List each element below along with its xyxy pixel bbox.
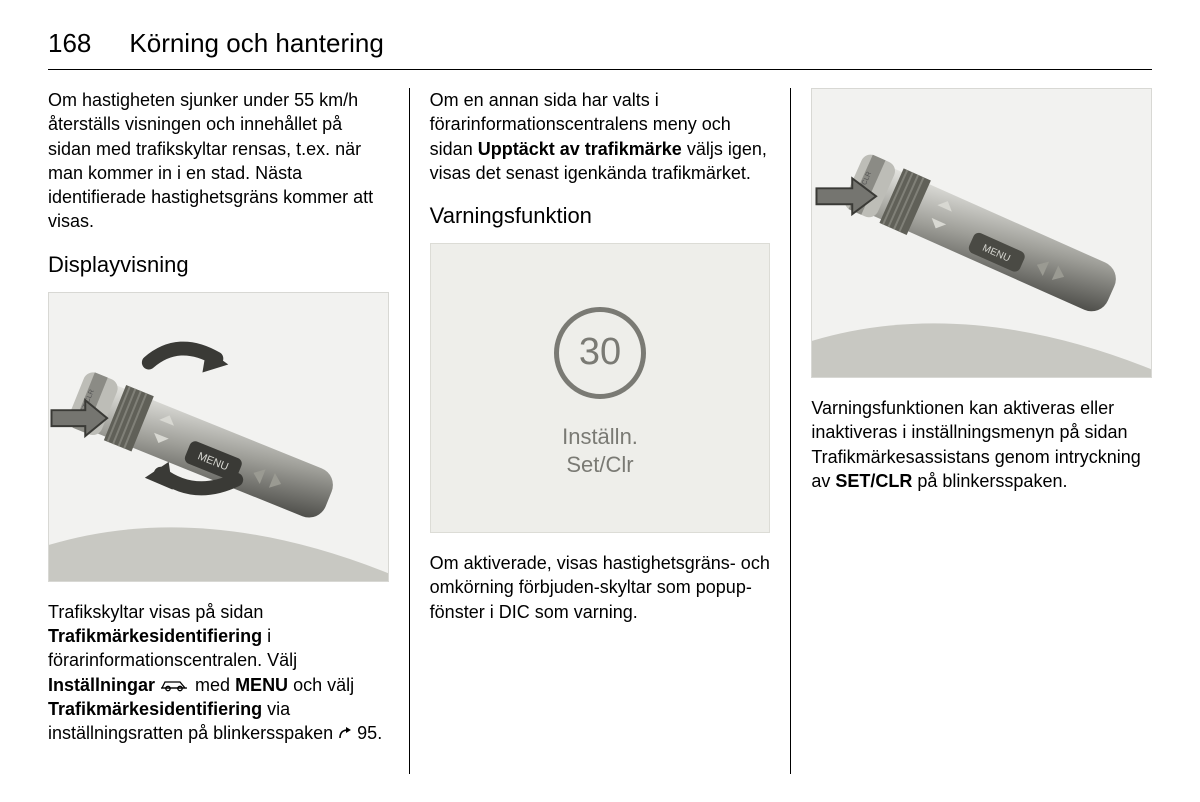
text-bold: Upptäckt av trafikmärke: [478, 139, 682, 159]
display-text: Inställn. Set/Clr: [562, 423, 638, 480]
stalk-rotate-illustration: MENU SET/CLR: [48, 292, 389, 582]
page-header: 168 Körning och hantering: [48, 28, 1152, 70]
text-bold: Trafikmärkesidentifiering: [48, 699, 262, 719]
car-icon: [160, 677, 190, 692]
speed-limit-value: 30: [579, 331, 621, 374]
text-bold: Trafikmärkesidentifiering: [48, 626, 262, 646]
text: och välj: [288, 675, 354, 695]
text-bold: MENU: [235, 675, 288, 695]
rotate-arrow-up-icon: [149, 348, 228, 372]
column-1: Om hastigheten sjunker under 55 km/h åte…: [48, 88, 410, 774]
text: Trafikskyltar visas på sidan: [48, 602, 263, 622]
reference-page: 95.: [352, 723, 382, 743]
text: med: [190, 675, 235, 695]
display-line2: Set/Clr: [562, 451, 638, 480]
display-line1: Inställn.: [562, 423, 638, 452]
column-2: Om en annan sida har valts i förarinform…: [410, 88, 792, 774]
col2-para1: Om en annan sida har valts i förarinform…: [430, 88, 771, 185]
content-columns: Om hastigheten sjunker under 55 km/h åte…: [48, 88, 1152, 774]
col1-para2: Trafikskyltar visas på sidan Trafikmärke…: [48, 600, 389, 746]
speed-limit-sign-icon: 30: [554, 307, 646, 399]
stalk-push-illustration: MENU SET/CLR: [811, 88, 1152, 378]
col3-para1: Varningsfunktionen kan aktiveras eller i…: [811, 396, 1152, 493]
dic-display-illustration: 30 Inställn. Set/Clr: [430, 243, 771, 533]
turn-signal-stalk-push-icon: MENU SET/CLR: [812, 89, 1151, 377]
chapter-title: Körning och hantering: [129, 28, 383, 59]
col2-para2: Om aktiverade, visas hastighetsgräns- oc…: [430, 551, 771, 624]
column-3: MENU SET/CLR Varningsfunktionen kan akti…: [791, 88, 1152, 774]
col1-para1: Om hastigheten sjunker under 55 km/h åte…: [48, 88, 389, 234]
text-bold: Inställningar: [48, 675, 155, 695]
page-number: 168: [48, 28, 91, 59]
col2-heading-varningsfunktion: Varningsfunktion: [430, 203, 771, 229]
text-bold: SET/CLR: [835, 471, 912, 491]
text: på blinkersspaken.: [912, 471, 1067, 491]
turn-signal-stalk-rotate-icon: MENU SET/CLR: [49, 293, 388, 581]
col1-heading-displayvisning: Displayvisning: [48, 252, 389, 278]
manual-page: 168 Körning och hantering Om hastigheten…: [0, 0, 1200, 802]
reference-arrow-icon: [338, 726, 352, 740]
